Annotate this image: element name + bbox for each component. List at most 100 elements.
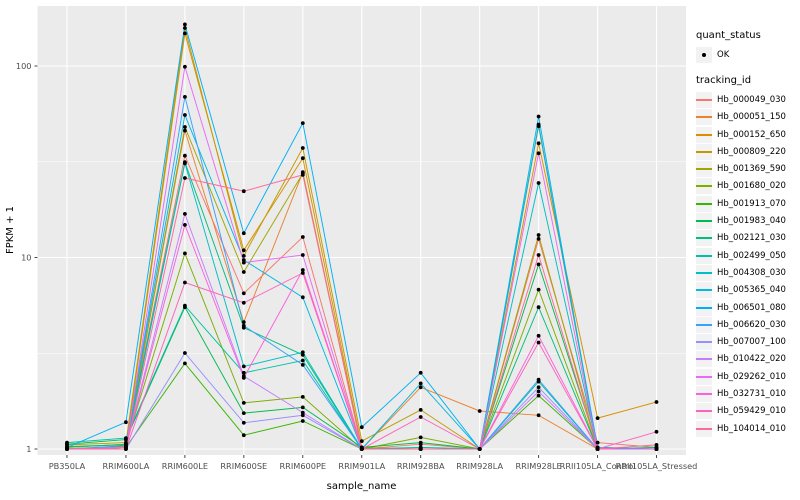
legend-key	[696, 351, 712, 368]
data-point	[536, 233, 541, 237]
data-point	[418, 385, 423, 390]
data-point	[536, 262, 541, 267]
legend-key	[696, 282, 712, 299]
data-point	[536, 122, 541, 127]
legend-item: Hb_001983_040	[696, 212, 798, 230]
legend-item: Hb_001913_070	[696, 195, 798, 212]
legend-key	[696, 334, 712, 351]
legend-item: Hb_029262_010	[696, 368, 798, 385]
legend-item-label: Hb_001680_020	[717, 181, 786, 192]
data-point	[300, 395, 305, 399]
legend-key	[696, 368, 712, 385]
data-point	[418, 440, 423, 445]
data-point	[241, 320, 246, 324]
legend-item-label: Hb_059429_010	[717, 406, 786, 417]
data-point	[300, 353, 305, 357]
data-point	[654, 447, 659, 451]
y-axis-title: FPKM + 1	[5, 205, 16, 255]
data-point	[183, 128, 187, 133]
legend-key	[696, 109, 712, 126]
data-point	[418, 408, 423, 412]
data-point	[241, 254, 246, 258]
data-point	[300, 358, 305, 363]
data-point	[241, 364, 246, 369]
x-tick-label: RRIM600PE	[279, 461, 326, 471]
legend-item-label: Hb_000809_220	[717, 146, 786, 157]
x-tick-label: RRII105LA_Stressed	[616, 461, 698, 471]
legend-item: Hb_005365_040	[696, 282, 798, 299]
line-key-icon	[696, 306, 712, 309]
legend-key	[696, 213, 712, 230]
x-tick-label: RRIM901LA	[338, 461, 385, 471]
data-point	[536, 151, 541, 156]
data-point	[536, 287, 541, 292]
line-key-icon	[696, 358, 712, 361]
legend-item-label: Hb_002499_050	[717, 250, 786, 261]
data-point	[183, 31, 187, 36]
data-point	[300, 253, 305, 257]
data-point	[300, 405, 305, 410]
legend-item: Hb_000049_030	[696, 91, 798, 108]
legend-item-label: Hb_032731_010	[717, 388, 786, 399]
data-point	[241, 248, 246, 253]
x-axis-title: sample_name	[326, 481, 397, 492]
legend-key	[696, 161, 712, 178]
legend-item-label: Hb_001983_040	[717, 216, 786, 227]
x-tick-label: RRIM928LE	[515, 461, 561, 471]
legend-item: Hb_007007_100	[696, 333, 798, 351]
data-point	[536, 305, 541, 310]
legend-item: Hb_006620_030	[696, 316, 798, 333]
x-tick-label: RRIM600LA	[102, 461, 149, 471]
legend-key	[696, 316, 712, 333]
y-tick-label: 10	[21, 253, 31, 263]
legend-item: Hb_032731_010	[696, 385, 798, 402]
data-point	[654, 400, 659, 404]
legend-quant-status: quant_status OK	[696, 30, 798, 63]
legend-key	[696, 126, 712, 143]
legend-item: Hb_001369_590	[696, 160, 798, 178]
data-point	[183, 64, 187, 69]
legend-key	[696, 299, 712, 316]
line-key-icon	[696, 375, 712, 378]
legend-item: Hb_000152_650	[696, 126, 798, 143]
legend-item-ok: OK	[696, 46, 798, 63]
data-point	[300, 121, 305, 125]
data-point	[65, 447, 69, 451]
data-point	[536, 385, 541, 390]
data-point	[241, 300, 246, 305]
data-point	[241, 420, 246, 425]
data-point	[359, 447, 364, 451]
data-point	[536, 181, 541, 185]
legend-item-label: Hb_006620_030	[717, 319, 786, 330]
data-point	[536, 377, 541, 382]
data-point	[654, 429, 659, 434]
data-point	[654, 443, 659, 447]
y-tick-label: 1	[26, 444, 31, 454]
legend-item: Hb_002121_030	[696, 230, 798, 247]
data-point	[477, 447, 482, 451]
legend-key	[696, 91, 712, 108]
data-point	[65, 440, 69, 445]
data-point	[241, 258, 246, 262]
line-key-icon	[696, 254, 712, 257]
data-point	[124, 447, 128, 451]
legend-key-ok	[696, 46, 712, 63]
data-point	[477, 409, 482, 413]
data-point	[536, 141, 541, 146]
data-point	[300, 268, 305, 272]
line-key-icon	[696, 237, 712, 240]
data-point	[595, 440, 600, 445]
legend-item-label: Hb_002121_030	[717, 233, 786, 244]
line-key-icon	[696, 133, 712, 136]
data-point	[595, 447, 600, 451]
data-point	[300, 235, 305, 239]
line-key-icon	[696, 323, 712, 326]
data-point	[300, 146, 305, 150]
legend-key	[696, 420, 712, 437]
legend-tracking-items: Hb_000049_030 Hb_000051_150 Hb_000152_650 H…	[696, 91, 798, 437]
data-point	[300, 271, 305, 275]
data-point	[300, 350, 305, 355]
data-point	[183, 212, 187, 216]
line-key-icon	[696, 392, 712, 395]
